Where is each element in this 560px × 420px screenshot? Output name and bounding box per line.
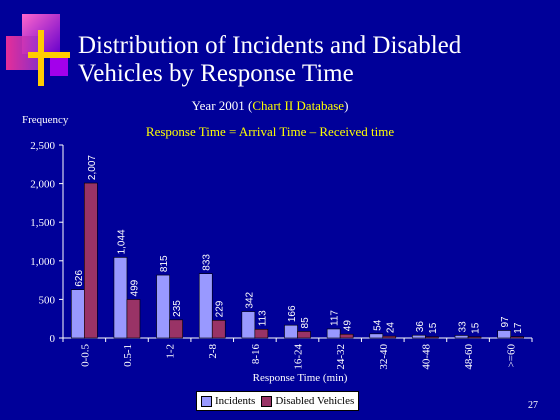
y-tick-label: 1,000 <box>30 256 55 268</box>
bar-incidents <box>71 289 85 339</box>
data-label-disabled-vehicles: 15 <box>428 322 439 334</box>
x-tick-label: 0-0.5 <box>79 344 91 367</box>
bar-incidents <box>198 273 213 339</box>
chart-subtitle: Year 2001 (Chart II Database) <box>0 98 550 114</box>
x-axis-label: Response Time (min) <box>252 372 348 384</box>
bar-disabled-vehicles <box>467 336 482 339</box>
legend-swatch-disabled-vehicles <box>261 395 273 407</box>
x-tick-label: 24-32 <box>335 344 347 370</box>
data-label-incidents: 97 <box>500 316 511 328</box>
bar-disabled-vehicles <box>254 328 269 339</box>
y-tick-label: 2,500 <box>30 140 55 152</box>
data-label-incidents: 54 <box>372 319 383 331</box>
data-label-disabled-vehicles: 15 <box>471 322 482 334</box>
data-label-disabled-vehicles: 499 <box>129 279 140 296</box>
x-tick-label: >=60 <box>506 344 518 368</box>
data-label-disabled-vehicles: 24 <box>385 322 396 334</box>
bar-incidents <box>412 334 426 339</box>
x-tick-label: 48-60 <box>463 344 475 370</box>
bar-disabled-vehicles <box>425 336 439 339</box>
data-label-incidents: 117 <box>330 310 341 326</box>
subtitle-suffix: ) <box>344 98 349 113</box>
data-label-incidents: 815 <box>159 255 170 272</box>
bar-incidents <box>113 257 128 339</box>
data-label-incidents: 1,044 <box>116 229 127 254</box>
bar-disabled-vehicles <box>382 335 397 339</box>
page-title: Distribution of Incidents and Disabled V… <box>78 32 462 87</box>
x-tick-label: 0.5-1 <box>122 344 134 367</box>
bar-incidents <box>284 324 298 339</box>
bar-disabled-vehicles <box>510 336 524 339</box>
y-tick-label: 500 <box>39 294 56 306</box>
bar-disabled-vehicles <box>297 331 311 339</box>
bar-disabled-vehicles <box>126 299 141 339</box>
x-tick-label: 32-40 <box>378 344 390 370</box>
x-tick-label: 40-48 <box>420 344 432 370</box>
data-label-disabled-vehicles: 229 <box>215 300 226 317</box>
x-tick-label: 2-8 <box>207 344 219 359</box>
legend-label-incidents: Incidents <box>215 395 256 407</box>
bar-disabled-vehicles <box>169 319 183 339</box>
y-axis-label: Frequency <box>22 114 69 126</box>
bar-incidents <box>326 328 341 339</box>
data-label-disabled-vehicles: 85 <box>300 317 311 329</box>
data-label-disabled-vehicles: 2,007 <box>87 155 98 180</box>
y-tick-label: 1,500 <box>30 217 55 229</box>
legend-item-disabled-vehicles: Disabled Vehicles <box>261 395 354 407</box>
subtitle-prefix: Year 2001 ( <box>191 98 253 113</box>
response-time-formula: Response Time = Arrival Time – Received … <box>145 124 395 139</box>
x-tick-label: 16-24 <box>293 344 305 370</box>
x-tick-label: 8-16 <box>250 344 262 365</box>
bar-incidents <box>369 333 384 339</box>
y-tick-label: 0 <box>50 333 56 345</box>
data-label-incidents: 166 <box>287 305 298 322</box>
bar-disabled-vehicles <box>84 182 98 339</box>
bar-disabled-vehicles <box>339 333 354 339</box>
bar-incidents <box>241 311 256 339</box>
bar-incidents <box>454 335 469 339</box>
data-label-incidents: 33 <box>458 321 469 333</box>
bar-incidents <box>156 274 170 339</box>
data-label-disabled-vehicles: 49 <box>343 320 354 332</box>
data-label-incidents: 626 <box>74 270 85 287</box>
data-label-disabled-vehicles: 17 <box>513 322 524 334</box>
logo-graphic <box>6 14 70 86</box>
bar-incidents <box>497 330 511 339</box>
x-tick-label: 1-2 <box>165 344 177 359</box>
data-label-disabled-vehicles: 113 <box>257 310 268 326</box>
data-label-incidents: 833 <box>202 254 213 271</box>
bar-disabled-vehicles <box>211 320 226 339</box>
legend-swatch-incidents <box>201 395 212 407</box>
data-label-incidents: 342 <box>244 291 255 308</box>
legend-item-incidents: Incidents <box>201 395 255 407</box>
legend-label-disabled-vehicles: Disabled Vehicles <box>275 395 355 407</box>
subtitle-highlight: Chart II Database <box>252 98 345 113</box>
page-number: 27 <box>528 400 538 411</box>
data-label-incidents: 36 <box>415 321 426 333</box>
chart-legend: Incidents Disabled Vehicles <box>196 391 360 411</box>
data-label-disabled-vehicles: 235 <box>172 300 183 317</box>
y-tick-label: 2,000 <box>30 179 55 191</box>
